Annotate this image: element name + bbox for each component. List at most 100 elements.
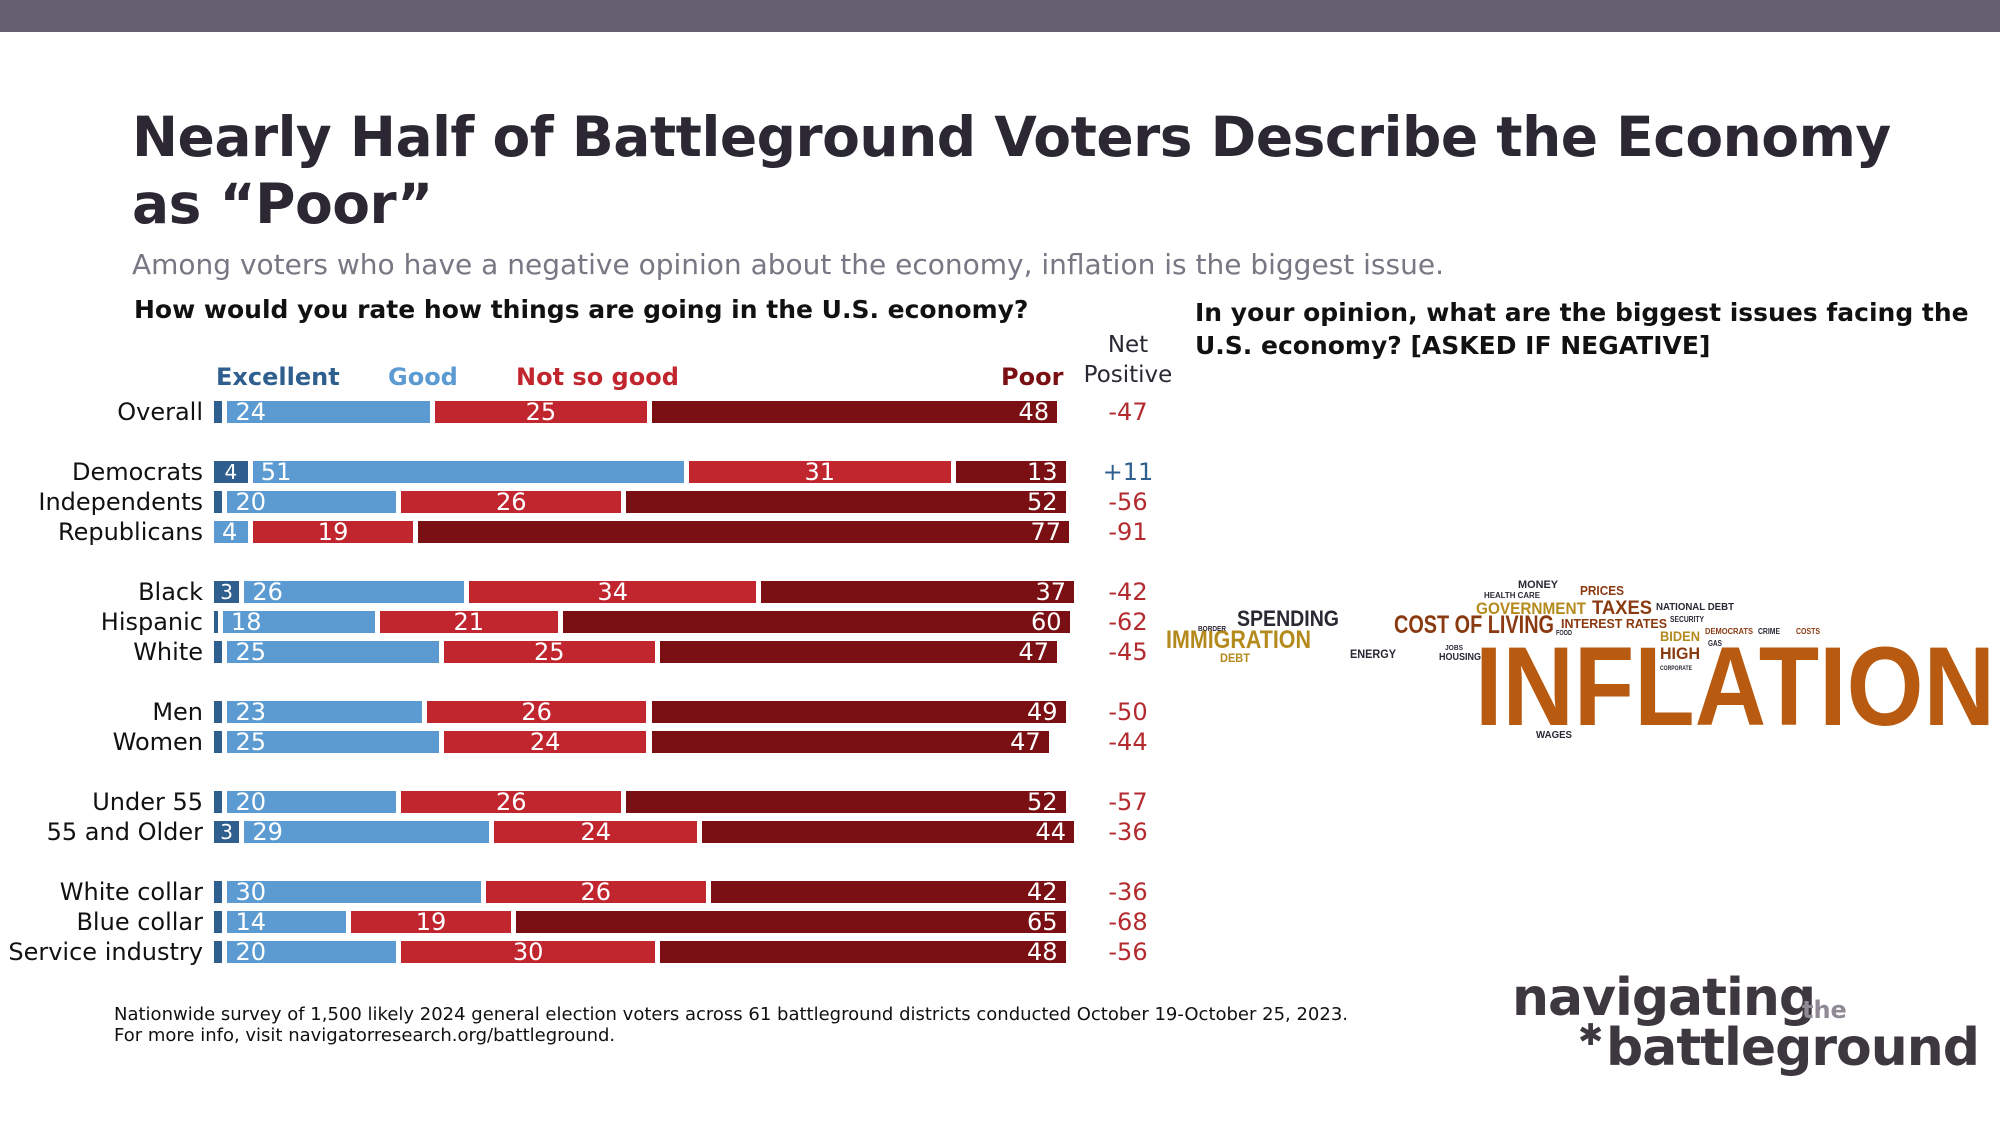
page-title: Nearly Half of Battleground Voters Descr… <box>132 105 1891 236</box>
data-label: 25 <box>534 641 565 663</box>
data-label: 26 <box>521 701 552 723</box>
chart-row: Independents 20 26 52 -56 <box>0 487 1200 517</box>
bar-excellent <box>214 911 223 933</box>
right-question: In your opinion, what are the biggest is… <box>1195 298 1969 360</box>
bar-not-so-good: 31 <box>688 461 951 483</box>
row-label: White <box>133 638 203 666</box>
chart-row: Hispanic 18 21 60 -62 <box>0 607 1200 637</box>
data-label: 30 <box>235 881 266 903</box>
row-label: Men <box>152 698 203 726</box>
bar-poor: 47 <box>651 731 1049 753</box>
word-government: GOVERNMENT <box>1476 599 1587 618</box>
bar-good: 26 <box>244 581 465 603</box>
chart-row: Women 25 24 47 -44 <box>0 727 1200 757</box>
data-label: 29 <box>252 821 283 843</box>
data-label: 49 <box>1027 701 1058 723</box>
bar-poor: 60 <box>562 611 1070 633</box>
chart-row: Blue collar 14 19 65 -68 <box>0 907 1200 937</box>
data-label: 14 <box>235 911 266 933</box>
row-label: Democrats <box>72 458 203 486</box>
bar-good: 23 <box>227 701 422 723</box>
bar-good: 25 <box>227 731 439 753</box>
bar-good: 29 <box>244 821 490 843</box>
data-label: 25 <box>235 641 266 663</box>
bar-not-so-good: 26 <box>485 881 706 903</box>
bar-excellent: 4 <box>214 461 248 483</box>
data-label: 19 <box>317 521 349 543</box>
bar-poor: 48 <box>659 941 1066 963</box>
bar-excellent <box>214 791 223 813</box>
data-label: 24 <box>529 731 561 753</box>
bar-not-so-good: 25 <box>435 401 647 423</box>
net-positive-value: +11 <box>1102 458 1154 486</box>
bar-not-so-good: 25 <box>443 641 655 663</box>
chart-row: Service industry 20 30 48 -56 <box>0 937 1200 967</box>
word-taxes: TAXES <box>1592 598 1652 619</box>
row-label: Women <box>112 728 203 756</box>
data-label: 48 <box>1026 941 1058 963</box>
chart-row: Black 3 26 34 37 -42 <box>0 577 1200 607</box>
net-positive-value: -45 <box>1108 638 1148 666</box>
bar-excellent <box>214 731 223 753</box>
word-democrats: DEMOCRATS <box>1705 627 1754 636</box>
data-label: 26 <box>496 491 527 513</box>
chart-row: Under 55 20 26 52 -57 <box>0 787 1200 817</box>
data-label: 34 <box>597 581 628 603</box>
bar-excellent <box>214 401 223 423</box>
legend-excellent: Excellent <box>216 363 340 391</box>
data-label: 48 <box>1018 401 1050 423</box>
row-label: Independents <box>38 488 203 516</box>
data-label: 26 <box>496 791 527 813</box>
row-label: 55 and Older <box>46 818 203 846</box>
word-immigration: IMMIGRATION <box>1166 626 1311 654</box>
bar-excellent <box>214 941 223 963</box>
net-positive-value: -44 <box>1108 728 1148 756</box>
bar-poor: 44 <box>702 821 1074 843</box>
footnote: Nationwide survey of 1,500 likely 2024 g… <box>114 1004 1348 1046</box>
bar-good: 20 <box>227 491 397 513</box>
data-label: 20 <box>235 491 266 513</box>
data-label: 4 <box>222 521 238 543</box>
data-label: 65 <box>1027 911 1058 933</box>
logo-star-icon: ✱ <box>1578 1018 1604 1053</box>
bar-poor: 49 <box>651 701 1066 723</box>
legend-good: Good <box>388 363 458 391</box>
data-label: 42 <box>1026 881 1058 903</box>
row-label: Under 55 <box>92 788 203 816</box>
bar-poor: 42 <box>710 881 1066 903</box>
net-positive-value: -50 <box>1108 698 1148 726</box>
logo-battleground: battleground <box>1606 1018 1980 1078</box>
row-label: Hispanic <box>100 608 203 636</box>
chart-row: 55 and Older 3 29 24 44 -36 <box>0 817 1200 847</box>
data-label: 24 <box>235 401 266 423</box>
data-label: 20 <box>235 791 266 813</box>
word-energy: ENERGY <box>1350 647 1396 661</box>
logo-navigating: navigating <box>1512 968 1816 1028</box>
bar-excellent <box>214 491 223 513</box>
bar-not-so-good: 26 <box>401 791 622 813</box>
net-positive-value: -36 <box>1108 878 1148 906</box>
bar-poor: 52 <box>626 791 1066 813</box>
word-wages: WAGES <box>1536 730 1572 741</box>
bar-not-so-good: 34 <box>469 581 757 603</box>
data-label: 51 <box>260 461 292 483</box>
chart-row: Men 23 26 49 -50 <box>0 697 1200 727</box>
chart-row: White collar 30 26 42 -36 <box>0 877 1200 907</box>
data-label: 52 <box>1026 491 1058 513</box>
bar-good: 25 <box>227 641 439 663</box>
net-positive-header: Net Positive <box>1083 332 1173 388</box>
word-national-debt: NATIONAL DEBT <box>1656 602 1734 613</box>
word-debt: DEBT <box>1220 651 1251 665</box>
bar-not-so-good: 26 <box>401 491 622 513</box>
bar-poor: 65 <box>516 911 1066 933</box>
top-bar <box>0 0 2000 32</box>
chart-row: Republicans 4 19 77 -91 <box>0 517 1200 547</box>
data-label: 21 <box>453 611 485 633</box>
row-label: White collar <box>59 878 203 906</box>
word-costs: COSTS <box>1796 627 1821 636</box>
data-label: 13 <box>1026 461 1058 483</box>
bar-good: 30 <box>227 881 481 903</box>
data-label: 23 <box>235 701 266 723</box>
footnote-line-1: Nationwide survey of 1,500 likely 2024 g… <box>114 1004 1349 1025</box>
data-label: 26 <box>580 881 612 903</box>
